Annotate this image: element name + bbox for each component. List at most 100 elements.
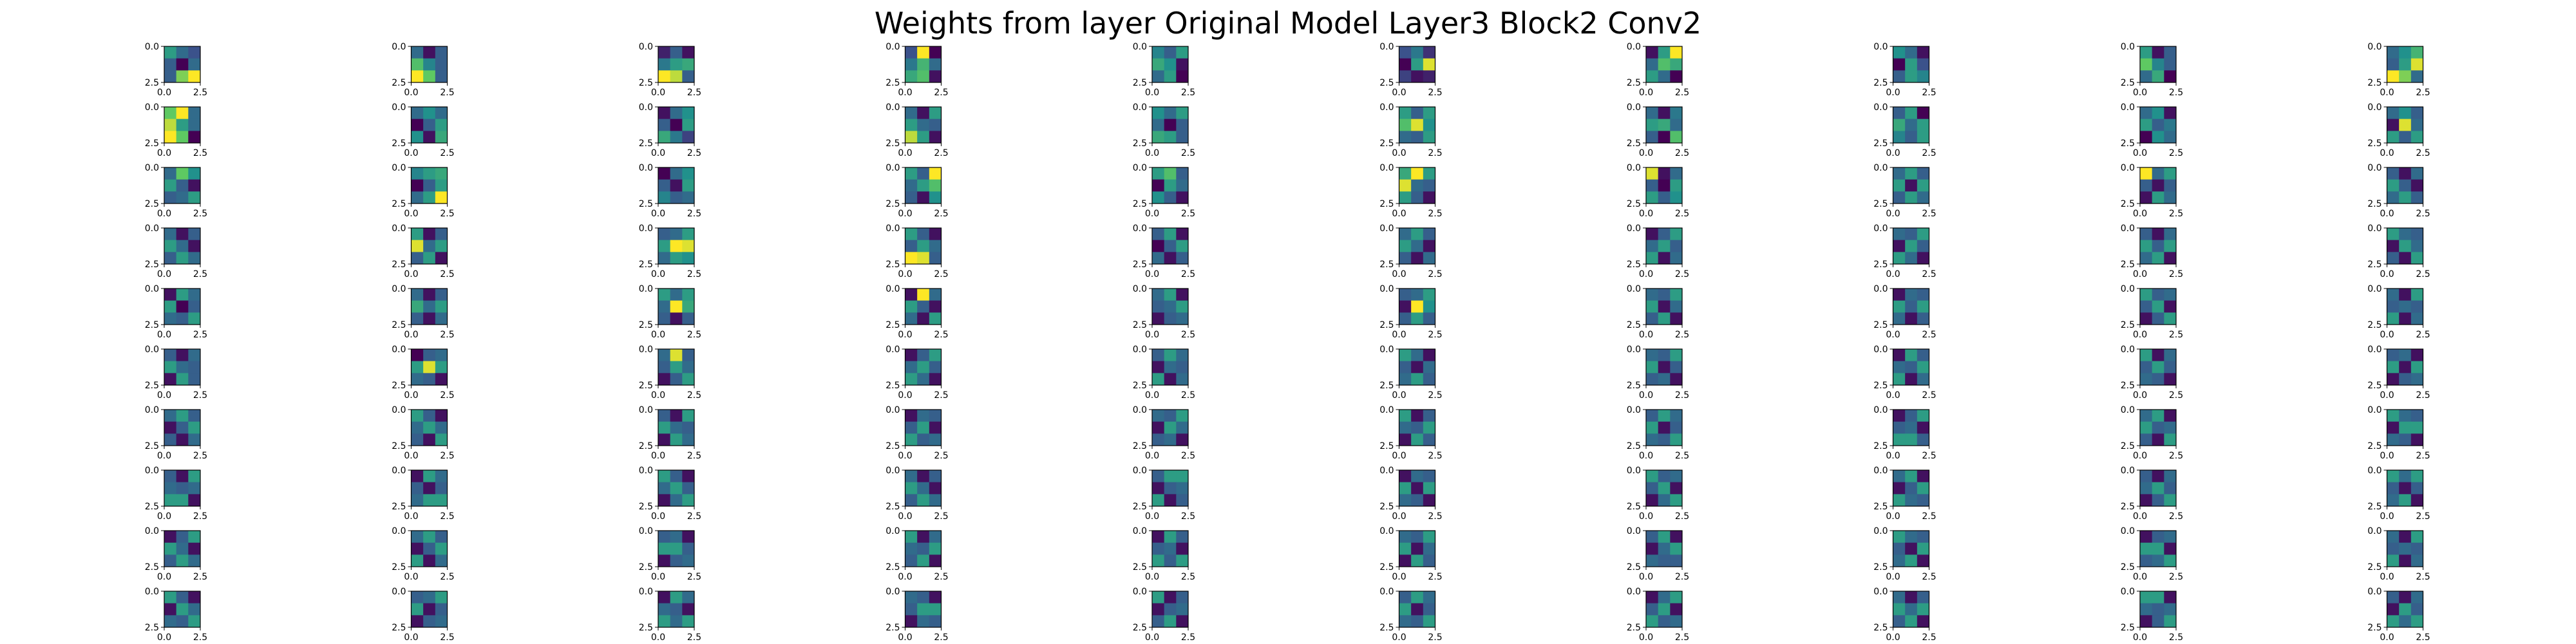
heatmap-cell <box>1152 46 1165 59</box>
heatmap-cell <box>1658 349 1671 362</box>
heatmap-cell <box>411 118 424 131</box>
heatmap-cell <box>905 312 918 325</box>
panel-frame <box>1892 288 1930 325</box>
heatmap-panel: 0.02.50.0 2.5 <box>639 284 701 340</box>
heatmap-cell <box>1411 591 1424 604</box>
y-tick-label: 0.0 <box>886 345 900 355</box>
panel-frame <box>1645 530 1683 567</box>
heatmap-cell <box>1411 373 1424 386</box>
heatmap-cell <box>188 373 201 386</box>
heatmap-cell <box>1176 289 1189 301</box>
y-tick-label: 2.5 <box>2367 441 2382 451</box>
heatmap-cell <box>1152 312 1165 325</box>
heatmap-cell <box>2164 58 2177 71</box>
heatmap-cell <box>2152 252 2164 265</box>
heatmap-cell <box>1152 531 1165 544</box>
heatmap-cell <box>2152 482 2164 495</box>
heatmap-cell <box>1411 421 1424 434</box>
heatmap-cell <box>2164 615 2177 628</box>
heatmap-panel: 0.02.50.0 2.5 <box>886 284 948 340</box>
y-tick-label: 2.5 <box>2367 320 2382 330</box>
heatmap-cell <box>164 554 177 567</box>
heatmap-panel: 0.02.50.0 2.5 <box>1133 102 1195 158</box>
heatmap-cell <box>423 482 436 495</box>
y-tick-label: 2.5 <box>392 199 406 209</box>
panel-frame <box>1892 409 1930 446</box>
heatmap-panel: 0.02.50.0 2.5 <box>1379 466 1442 522</box>
heatmap-cell <box>682 191 695 204</box>
y-tick-label: 2.5 <box>2121 138 2135 149</box>
heatmap-cell <box>2399 421 2412 434</box>
x-tick-label: 2.5 <box>1428 330 1442 340</box>
heatmap-cell <box>1423 554 1435 567</box>
heatmap-cell <box>2399 591 2412 604</box>
heatmap-cell <box>905 531 918 544</box>
x-tick-label: 0.0 <box>1392 511 1406 522</box>
heatmap-cell <box>2410 542 2423 555</box>
panel-frame <box>164 469 201 507</box>
heatmap-cell <box>929 410 942 422</box>
heatmap-panel: 0.02.50.0 2.5 <box>2367 526 2430 582</box>
heatmap-cell <box>2399 252 2412 265</box>
heatmap-cell <box>905 46 918 59</box>
heatmap-cell <box>176 554 189 567</box>
heatmap-cell <box>658 131 671 144</box>
heatmap-cell <box>1658 494 1671 507</box>
heatmap-panel: 0.02.50.0 2.5 <box>2367 223 2430 279</box>
heatmap-cell <box>2399 107 2412 120</box>
panel-frame <box>1892 106 1930 144</box>
heatmap-cell <box>1670 410 1683 422</box>
panel-frame <box>1151 106 1189 144</box>
heatmap-panel: 0.02.50.0 2.5 <box>1627 587 1689 643</box>
heatmap-panel: 0.02.50.0 2.5 <box>1133 163 1195 219</box>
heatmap-cell <box>1658 131 1671 144</box>
heatmap-cell <box>1423 482 1435 495</box>
y-tick-label: 0.0 <box>886 466 900 476</box>
x-tick-label: 2.5 <box>440 632 454 643</box>
heatmap-cell <box>1164 542 1177 555</box>
y-tick-label: 0.0 <box>1133 405 1147 415</box>
y-tick-label: 2.5 <box>1379 381 1394 391</box>
heatmap-cell <box>929 531 942 544</box>
heatmap-cell <box>917 410 930 422</box>
heatmap-cell <box>164 531 177 544</box>
heatmap-cell <box>176 191 189 204</box>
heatmap-cell <box>1411 470 1424 483</box>
heatmap-cell <box>2410 421 2423 434</box>
heatmap-cell <box>1658 179 1671 192</box>
y-tick-label: 0.0 <box>1133 345 1147 355</box>
heatmap-cell <box>905 131 918 144</box>
heatmap-cell <box>423 118 436 131</box>
heatmap-cell <box>2140 58 2153 71</box>
x-tick-label: 0.0 <box>898 269 912 279</box>
heatmap-cell <box>1152 107 1165 120</box>
y-tick-label: 0.0 <box>145 405 159 415</box>
heatmap-cell <box>1164 131 1177 144</box>
panel-frame <box>164 591 201 628</box>
x-tick-label: 2.5 <box>1428 269 1442 279</box>
heatmap-cell <box>1164 107 1177 120</box>
heatmap-cell <box>1399 252 1412 265</box>
heatmap-cell <box>1893 349 1906 362</box>
x-tick-label: 0.0 <box>1886 572 1900 582</box>
heatmap-cell <box>2399 240 2412 252</box>
panel-frame <box>658 591 695 628</box>
y-tick-label: 2.5 <box>639 78 653 88</box>
heatmap-panel: 0.02.50.0 2.5 <box>145 223 207 279</box>
heatmap-cell <box>1905 603 1918 616</box>
heatmap-cell <box>2164 542 2177 555</box>
heatmap-cell <box>917 433 930 446</box>
heatmap-cell <box>682 131 695 144</box>
heatmap-cell <box>1411 179 1424 192</box>
heatmap-cell <box>2387 46 2400 59</box>
heatmap-cell <box>1164 410 1177 422</box>
heatmap-cell <box>917 531 930 544</box>
panel-frame <box>1645 288 1683 325</box>
heatmap-cell <box>2399 228 2412 241</box>
heatmap-cell <box>905 349 918 362</box>
panel-frame <box>2139 469 2177 507</box>
heatmap-cell <box>682 118 695 131</box>
heatmap-cell <box>905 494 918 507</box>
heatmap-cell <box>905 410 918 422</box>
